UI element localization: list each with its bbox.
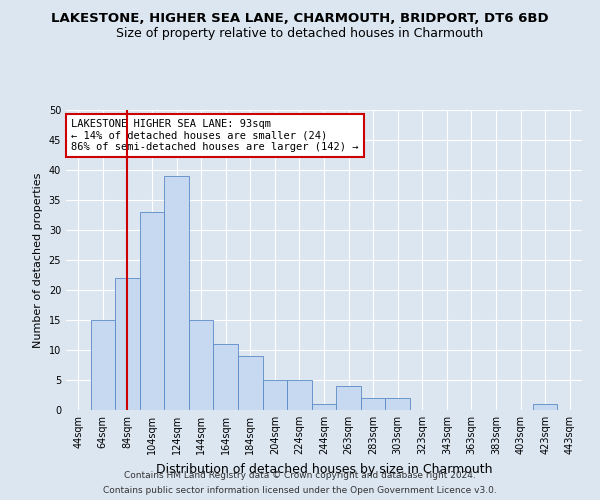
Bar [214, 344, 238, 410]
Bar [263, 380, 287, 410]
Text: LAKESTONE HIGHER SEA LANE: 93sqm
← 14% of detached houses are smaller (24)
86% o: LAKESTONE HIGHER SEA LANE: 93sqm ← 14% o… [71, 119, 359, 152]
Bar [336, 386, 361, 410]
Bar [533, 404, 557, 410]
Text: LAKESTONE, HIGHER SEA LANE, CHARMOUTH, BRIDPORT, DT6 6BD: LAKESTONE, HIGHER SEA LANE, CHARMOUTH, B… [51, 12, 549, 26]
Bar [164, 176, 189, 410]
Y-axis label: Number of detached properties: Number of detached properties [33, 172, 43, 348]
Bar [385, 398, 410, 410]
Text: Size of property relative to detached houses in Charmouth: Size of property relative to detached ho… [116, 28, 484, 40]
Text: Contains HM Land Registry data © Crown copyright and database right 2024.: Contains HM Land Registry data © Crown c… [124, 471, 476, 480]
Bar [115, 278, 140, 410]
Bar [312, 404, 336, 410]
X-axis label: Distribution of detached houses by size in Charmouth: Distribution of detached houses by size … [156, 462, 492, 475]
Bar [189, 320, 214, 410]
Bar [287, 380, 312, 410]
Text: Contains public sector information licensed under the Open Government Licence v3: Contains public sector information licen… [103, 486, 497, 495]
Bar [361, 398, 385, 410]
Bar [91, 320, 115, 410]
Bar [140, 212, 164, 410]
Bar [238, 356, 263, 410]
